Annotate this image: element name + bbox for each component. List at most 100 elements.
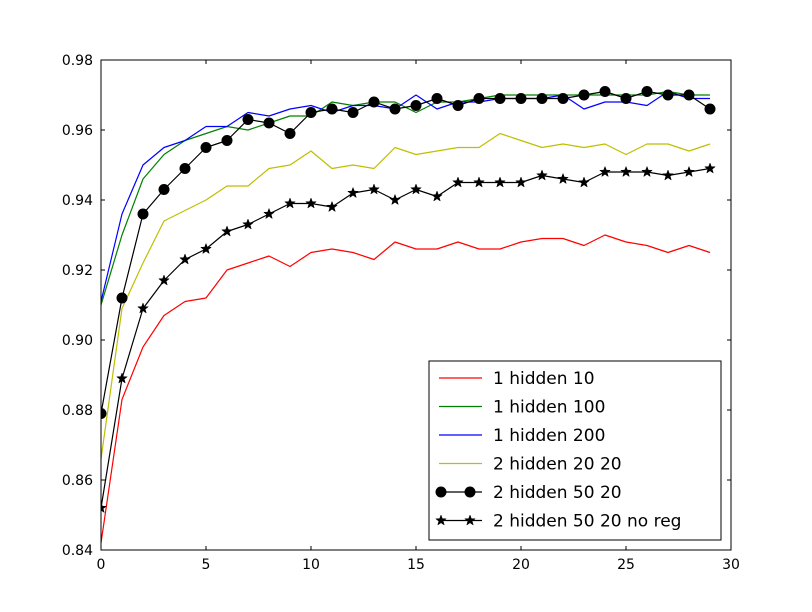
data-point-marker bbox=[578, 176, 590, 188]
data-point-marker bbox=[410, 100, 422, 111]
data-point-marker bbox=[683, 165, 695, 178]
data-point-marker bbox=[242, 114, 254, 125]
data-point-marker bbox=[137, 208, 149, 220]
data-point-marker bbox=[473, 93, 485, 104]
data-point-marker bbox=[599, 86, 611, 97]
data-point-marker bbox=[347, 107, 359, 118]
series-line bbox=[101, 167, 711, 509]
legend-box bbox=[428, 360, 722, 541]
legend-marker bbox=[464, 514, 476, 526]
legend-entry-1: 1 hidden 10 bbox=[439, 369, 595, 389]
legend-label: 1 hidden 10 bbox=[493, 369, 595, 389]
data-point-marker bbox=[137, 302, 149, 314]
series-line bbox=[101, 90, 710, 302]
data-point-marker bbox=[473, 176, 485, 188]
data-point-marker bbox=[263, 117, 275, 129]
legend-marker bbox=[435, 514, 447, 526]
data-point-marker bbox=[326, 200, 338, 213]
x-tick-label: 10 bbox=[302, 557, 320, 573]
data-point-marker bbox=[221, 135, 233, 146]
data-point-marker bbox=[347, 186, 359, 199]
data-point-marker bbox=[641, 165, 653, 178]
data-point-marker bbox=[158, 274, 170, 286]
y-tick-label: 0.86 bbox=[62, 473, 93, 489]
data-point-marker bbox=[536, 93, 548, 104]
data-point-marker bbox=[263, 207, 275, 220]
series-6 bbox=[101, 162, 716, 514]
legend-entry-4: 2 hidden 20 20 bbox=[439, 455, 622, 475]
data-point-marker bbox=[284, 128, 296, 139]
data-point-marker bbox=[536, 169, 548, 181]
data-point-marker bbox=[101, 501, 107, 514]
data-point-marker bbox=[116, 292, 128, 304]
legend-entry-6: 2 hidden 50 20 no reg bbox=[435, 512, 681, 532]
data-point-marker bbox=[389, 193, 401, 206]
data-point-marker bbox=[179, 253, 191, 265]
data-point-marker bbox=[326, 103, 338, 115]
data-point-marker bbox=[431, 190, 443, 202]
data-point-marker bbox=[305, 107, 317, 118]
plot-area bbox=[101, 86, 716, 544]
legend-marker bbox=[464, 486, 476, 498]
data-point-marker bbox=[515, 176, 527, 188]
legend-entry-3: 1 hidden 200 bbox=[439, 426, 605, 446]
data-point-marker bbox=[620, 165, 632, 178]
data-point-marker bbox=[116, 372, 128, 384]
axes: 0 5 10 15 20 25 30 0.84 0.86 0.88 0.90 0.92 0.94 0.96… bbox=[62, 53, 740, 573]
legend-entry-2: 1 hidden 100 bbox=[439, 398, 605, 418]
series-group bbox=[101, 86, 716, 544]
data-point-marker bbox=[305, 197, 317, 209]
data-point-marker bbox=[242, 218, 254, 230]
data-point-marker bbox=[599, 165, 611, 178]
data-point-marker bbox=[662, 89, 674, 101]
legend-label: 1 hidden 200 bbox=[493, 426, 605, 446]
legend-label: 2 hidden 50 20 no reg bbox=[493, 512, 681, 532]
data-point-marker bbox=[494, 176, 506, 188]
x-tick-label: 5 bbox=[202, 557, 211, 573]
data-point-marker bbox=[704, 162, 716, 174]
y-tick-label: 0.84 bbox=[62, 543, 93, 559]
series-1 bbox=[101, 234, 711, 544]
y-tick-label: 0.96 bbox=[62, 123, 93, 139]
data-point-marker bbox=[431, 93, 443, 104]
data-point-marker bbox=[662, 169, 674, 181]
x-tick-label: 25 bbox=[617, 557, 635, 573]
data-point-marker bbox=[368, 183, 380, 195]
series-line bbox=[101, 234, 711, 544]
data-point-marker bbox=[557, 93, 569, 104]
data-point-marker bbox=[389, 103, 401, 115]
data-point-marker bbox=[557, 172, 569, 185]
data-point-marker bbox=[410, 183, 422, 195]
data-point-marker bbox=[179, 163, 191, 174]
legend: 1 hidden 10 1 hidden 100 1 hidden 200 2 hid… bbox=[428, 360, 722, 541]
data-point-marker bbox=[494, 93, 506, 104]
y-tick-label: 0.98 bbox=[62, 53, 93, 69]
y-tick-label: 0.88 bbox=[62, 403, 93, 419]
data-point-marker bbox=[641, 86, 653, 97]
legend-marker bbox=[435, 486, 447, 498]
series-3 bbox=[101, 90, 710, 302]
x-tick-label: 0 bbox=[97, 557, 106, 573]
series-5 bbox=[101, 86, 716, 419]
data-point-marker bbox=[452, 100, 464, 111]
series-line bbox=[101, 132, 711, 460]
data-point-marker bbox=[221, 225, 233, 237]
data-point-marker bbox=[368, 96, 380, 108]
data-point-marker bbox=[452, 176, 464, 188]
legend-entry-5: 2 hidden 50 20 bbox=[435, 483, 622, 503]
data-point-marker bbox=[683, 89, 695, 101]
legend-label: 2 hidden 20 20 bbox=[493, 455, 622, 475]
data-point-marker bbox=[704, 103, 716, 115]
x-tick-label: 30 bbox=[722, 557, 740, 573]
data-point-marker bbox=[620, 93, 632, 104]
data-point-marker bbox=[200, 242, 212, 255]
x-tick-label: 20 bbox=[512, 557, 530, 573]
data-point-marker bbox=[200, 142, 212, 153]
data-point-marker bbox=[284, 197, 296, 209]
y-tick-label: 0.92 bbox=[62, 263, 93, 279]
data-point-marker bbox=[158, 184, 170, 195]
data-point-marker bbox=[101, 408, 107, 419]
data-point-marker bbox=[515, 93, 527, 104]
y-tick-label: 0.94 bbox=[62, 193, 93, 209]
